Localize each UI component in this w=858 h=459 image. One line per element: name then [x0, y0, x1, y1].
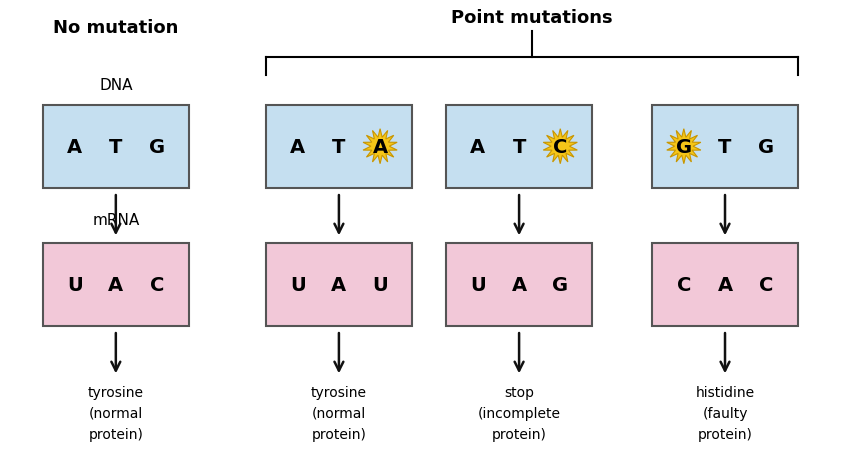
Text: Point mutations: Point mutations: [451, 9, 613, 28]
Polygon shape: [543, 129, 577, 164]
Text: G: G: [676, 137, 692, 157]
FancyBboxPatch shape: [446, 106, 592, 188]
Text: A: A: [67, 137, 82, 157]
Text: G: G: [758, 137, 774, 157]
Text: mRNA: mRNA: [92, 213, 140, 228]
Text: tyrosine
(normal
protein): tyrosine (normal protein): [88, 386, 144, 441]
Polygon shape: [667, 129, 701, 164]
Text: histidine
(faulty
protein): histidine (faulty protein): [696, 386, 754, 441]
Text: C: C: [150, 275, 164, 294]
Polygon shape: [363, 129, 397, 164]
Text: tyrosine
(normal
protein): tyrosine (normal protein): [311, 386, 367, 441]
Text: DNA: DNA: [99, 78, 133, 92]
Text: A: A: [470, 137, 486, 157]
Text: T: T: [718, 137, 732, 157]
Text: T: T: [109, 137, 123, 157]
FancyBboxPatch shape: [266, 106, 412, 188]
Text: stop
(incomplete
protein): stop (incomplete protein): [478, 386, 560, 441]
Text: A: A: [717, 275, 733, 294]
FancyBboxPatch shape: [266, 243, 412, 326]
Text: C: C: [553, 137, 567, 157]
Text: T: T: [512, 137, 526, 157]
Text: U: U: [372, 275, 388, 294]
Text: U: U: [67, 275, 82, 294]
FancyBboxPatch shape: [652, 106, 798, 188]
Text: T: T: [332, 137, 346, 157]
FancyBboxPatch shape: [652, 243, 798, 326]
Text: G: G: [553, 275, 568, 294]
Text: A: A: [331, 275, 347, 294]
Text: A: A: [108, 275, 124, 294]
FancyBboxPatch shape: [43, 106, 189, 188]
FancyBboxPatch shape: [446, 243, 592, 326]
Text: A: A: [290, 137, 305, 157]
Text: U: U: [470, 275, 486, 294]
Text: No mutation: No mutation: [53, 18, 178, 37]
Text: C: C: [677, 275, 691, 294]
Text: G: G: [149, 137, 165, 157]
FancyBboxPatch shape: [43, 243, 189, 326]
Text: C: C: [759, 275, 773, 294]
Text: U: U: [290, 275, 305, 294]
Text: A: A: [511, 275, 527, 294]
Text: A: A: [372, 137, 388, 157]
